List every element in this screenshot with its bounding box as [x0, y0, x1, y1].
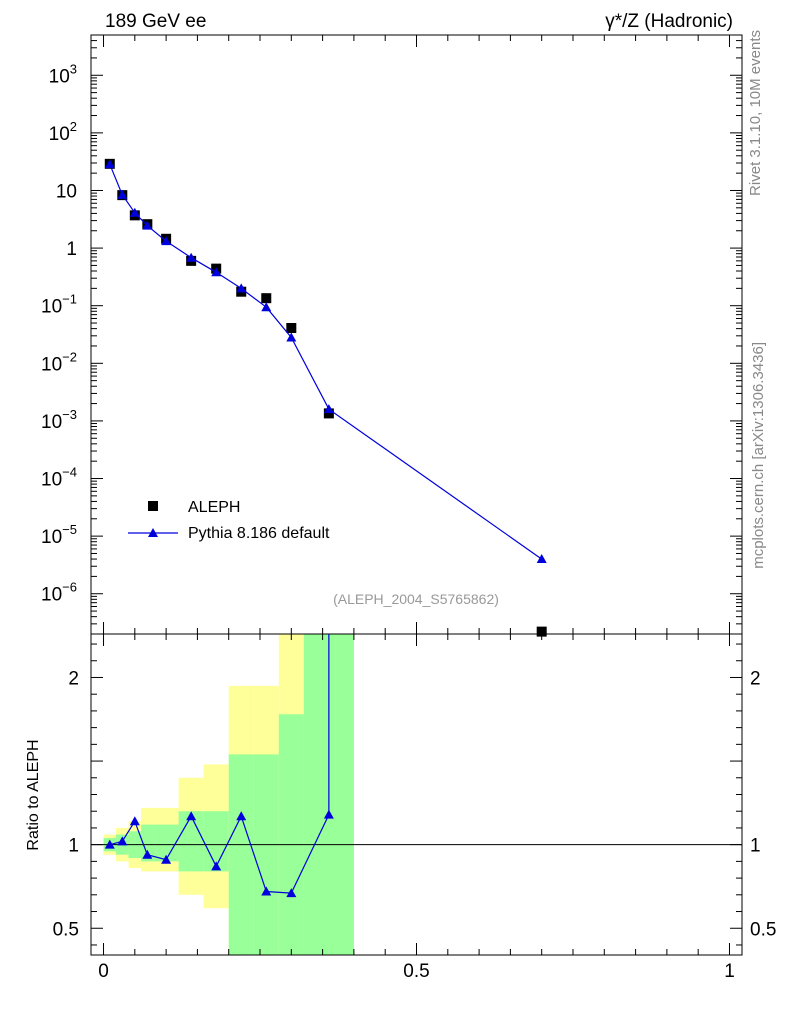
ratio-point: [161, 854, 172, 864]
mcplots-reference-label: mcplots.cern.ch [arXiv:1306.3436]: [750, 342, 767, 569]
analysis-watermark: (ALEPH_2004_S5765862): [333, 591, 499, 607]
legend-aleph-marker: [148, 501, 158, 511]
legend-pythia-marker: [148, 528, 158, 537]
rivet-version-label: Rivet 3.1.10, 10M events: [747, 30, 764, 196]
ratio-y-tick-label-right: 0.5: [750, 919, 776, 940]
ratio-data-layer: [104, 634, 334, 898]
pythia-point: [142, 220, 153, 230]
ratio-inner-band: [203, 811, 229, 872]
pythia-point: [323, 404, 334, 414]
ratio-inner-band: [228, 754, 254, 955]
main-plot: 10310210110−110−210−310−410−510−6(ALEPH_…: [41, 34, 743, 637]
y-tick-label: 10: [56, 181, 77, 202]
main-plot-frame: [90, 34, 743, 635]
y-tick-label: 10−1: [41, 292, 77, 318]
pythia-point: [161, 236, 172, 246]
pythia-point: [129, 207, 140, 217]
ratio-band-layer: [103, 634, 354, 955]
ratio-point: [211, 861, 222, 871]
y-tick-label: 10−5: [41, 522, 77, 548]
ratio-inner-band: [278, 714, 304, 955]
y-tick-label: 10−2: [41, 349, 77, 375]
main-data-layer: [104, 158, 547, 637]
y-tick-label: 103: [49, 61, 77, 87]
ratio-inner-band: [178, 811, 204, 872]
title-right: γ*/Z (Hadronic): [605, 11, 733, 32]
x-tick-label: 1: [724, 961, 735, 982]
ratio-point: [129, 816, 140, 826]
pythia-point: [117, 189, 128, 199]
ratio-point: [142, 849, 153, 859]
y-tick-label: 1: [66, 239, 77, 260]
aleph-point: [323, 408, 334, 419]
y-tick-label: 102: [49, 119, 77, 145]
pythia-point: [536, 554, 547, 564]
pythia-line: [109, 164, 543, 560]
pythia-point: [236, 283, 247, 293]
aleph-point: [286, 323, 297, 334]
ratio-y-tick-label: 2: [68, 668, 79, 689]
x-tick-label: 0.5: [403, 961, 429, 982]
ratio-plot: 2 2 1 1 0.5 0.5 0 0.5 1: [53, 633, 776, 982]
ratio-y-tick-label-right: 1: [750, 836, 761, 857]
x-tick-label: 0: [98, 961, 109, 982]
pythia-point: [186, 252, 197, 262]
pythia-point: [286, 332, 297, 342]
ratio-axis-label: Ratio to ALEPH: [25, 739, 42, 850]
ratio-y-tick-label: 0.5: [53, 919, 79, 940]
y-tick-label: 10−6: [41, 580, 77, 606]
pythia-point: [261, 302, 272, 312]
legend-aleph-label: ALEPH: [188, 499, 240, 516]
ratio-point: [186, 811, 197, 821]
title-left: 189 GeV ee: [105, 11, 206, 32]
ratio-point: [323, 809, 334, 819]
aleph-point: [536, 626, 547, 637]
ratio-y-tick-label: 1: [68, 836, 79, 857]
ratio-point: [286, 888, 297, 898]
ratio-point: [117, 836, 128, 846]
y-tick-label: 10−4: [41, 465, 77, 491]
aleph-point: [261, 293, 272, 304]
y-tick-label: 10−3: [41, 407, 77, 433]
ratio-inner-band: [253, 754, 279, 955]
ratio-point: [104, 839, 115, 849]
ratio-point: [261, 886, 272, 896]
pythia-point: [211, 267, 222, 277]
pythia-point: [104, 159, 115, 169]
ratio-inner-band: [141, 824, 154, 862]
ratio-point: [236, 811, 247, 821]
ratio-y-tick-label-right: 2: [750, 668, 761, 689]
legend-pythia-label: Pythia 8.186 default: [188, 525, 330, 542]
